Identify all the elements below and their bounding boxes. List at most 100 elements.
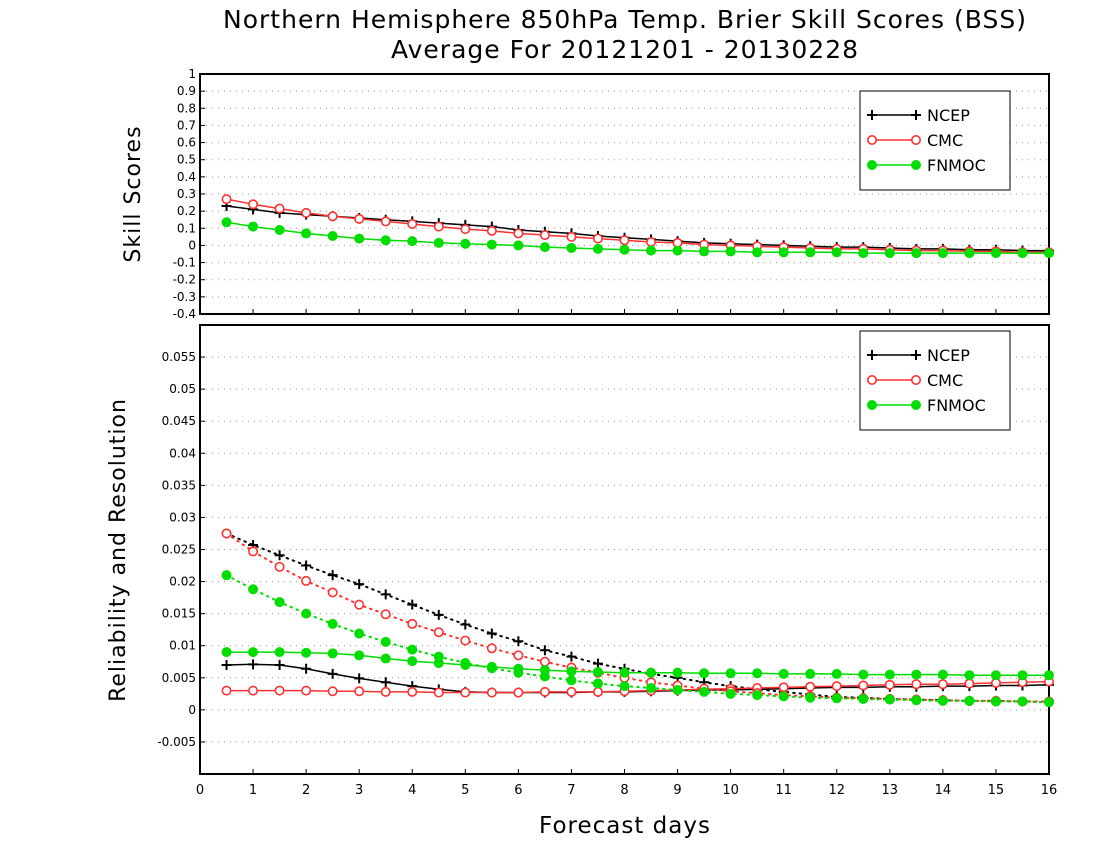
data-point bbox=[778, 247, 789, 258]
data-point bbox=[805, 247, 816, 258]
y-tick-label: 0.05 bbox=[169, 382, 196, 396]
data-point bbox=[301, 228, 312, 239]
data-point bbox=[566, 686, 577, 697]
series-line bbox=[226, 205, 1049, 252]
legend-marker bbox=[867, 160, 877, 170]
legend-marker bbox=[866, 374, 877, 385]
data-point bbox=[486, 643, 497, 654]
data-point bbox=[301, 560, 312, 571]
legend-label: NCEP bbox=[927, 106, 970, 125]
data-point bbox=[539, 230, 550, 241]
legend-marker bbox=[867, 110, 877, 120]
data-point bbox=[274, 685, 285, 696]
data-point bbox=[646, 683, 657, 694]
legend-marker bbox=[911, 160, 921, 170]
x-axis-label: Forecast days bbox=[539, 813, 711, 839]
y-tick-label: -0.005 bbox=[157, 735, 196, 749]
data-point bbox=[964, 670, 975, 681]
data-point bbox=[884, 694, 895, 705]
x-tick-label: 11 bbox=[775, 783, 792, 798]
data-point bbox=[539, 656, 550, 667]
series-line bbox=[225, 574, 1050, 704]
series-cmc bbox=[221, 194, 1055, 258]
data-point bbox=[433, 221, 444, 232]
data-point bbox=[407, 219, 418, 230]
data-point bbox=[380, 653, 391, 664]
x-tick-label: 9 bbox=[673, 783, 681, 798]
data-point bbox=[486, 225, 497, 236]
data-point bbox=[539, 645, 550, 656]
data-point bbox=[354, 628, 365, 639]
y-tick-label: 0.045 bbox=[162, 414, 196, 428]
data-point bbox=[407, 644, 418, 655]
x-tick-label: 14 bbox=[935, 783, 952, 798]
series-fnmoc bbox=[221, 217, 1054, 259]
y-tick-label: 0.055 bbox=[162, 350, 196, 364]
data-point bbox=[1017, 248, 1028, 259]
data-point bbox=[380, 235, 391, 246]
data-point bbox=[937, 669, 948, 680]
data-point bbox=[460, 687, 471, 698]
data-point bbox=[646, 237, 657, 248]
data-point bbox=[460, 619, 471, 630]
data-point bbox=[725, 246, 736, 257]
data-point bbox=[248, 659, 259, 670]
data-point bbox=[990, 696, 1001, 707]
data-point bbox=[274, 225, 285, 235]
data-point bbox=[566, 675, 577, 686]
data-point bbox=[539, 671, 550, 682]
data-point bbox=[884, 248, 895, 259]
legend-label: FNMOC bbox=[927, 396, 986, 415]
legend-marker bbox=[911, 400, 921, 410]
data-point bbox=[592, 658, 603, 669]
data-point bbox=[433, 237, 444, 248]
data-point bbox=[274, 597, 285, 608]
x-tick-label: 4 bbox=[408, 783, 416, 798]
data-point bbox=[407, 686, 418, 697]
data-point bbox=[460, 658, 471, 669]
x-tick-label: 16 bbox=[1041, 783, 1058, 798]
data-point bbox=[831, 681, 842, 692]
series-line bbox=[226, 663, 1050, 694]
data-point bbox=[619, 244, 630, 255]
y-tick-label: 0.2 bbox=[177, 204, 196, 218]
series-fnmoc-resolution bbox=[221, 570, 1054, 708]
data-point bbox=[592, 678, 603, 689]
data-point bbox=[380, 677, 391, 688]
data-point bbox=[592, 667, 603, 678]
data-point bbox=[778, 668, 789, 679]
y-tick-label: -0.1 bbox=[173, 256, 196, 270]
y-tick-label: 0.8 bbox=[177, 101, 196, 115]
data-point bbox=[354, 686, 365, 697]
legend-marker bbox=[867, 400, 877, 410]
data-point bbox=[619, 235, 630, 246]
data-point bbox=[752, 668, 763, 679]
data-point bbox=[327, 618, 338, 629]
plot-frame bbox=[199, 73, 1050, 315]
data-point bbox=[407, 599, 418, 610]
legend-marker bbox=[911, 350, 921, 360]
legend-label: CMC bbox=[927, 131, 963, 150]
legend-marker bbox=[910, 135, 921, 146]
data-point bbox=[301, 608, 312, 619]
x-tick-label: 10 bbox=[722, 783, 739, 798]
data-point bbox=[380, 686, 391, 697]
data-point bbox=[513, 667, 524, 678]
data-point bbox=[327, 686, 338, 697]
data-point bbox=[380, 609, 391, 620]
data-point bbox=[433, 609, 444, 620]
data-point bbox=[964, 678, 975, 689]
data-point bbox=[778, 691, 789, 702]
legend-label: FNMOC bbox=[927, 156, 986, 175]
data-point bbox=[619, 681, 630, 692]
x-tick-label: 13 bbox=[882, 783, 899, 798]
x-tick-label: 1 bbox=[249, 783, 257, 798]
data-point bbox=[513, 228, 524, 239]
data-point bbox=[274, 550, 285, 561]
data-point bbox=[513, 636, 524, 647]
x-tick-label: 6 bbox=[514, 783, 522, 798]
data-point bbox=[592, 686, 603, 697]
y-tick-label: 0.03 bbox=[169, 510, 196, 524]
y-tick-label: 0.4 bbox=[177, 170, 196, 184]
